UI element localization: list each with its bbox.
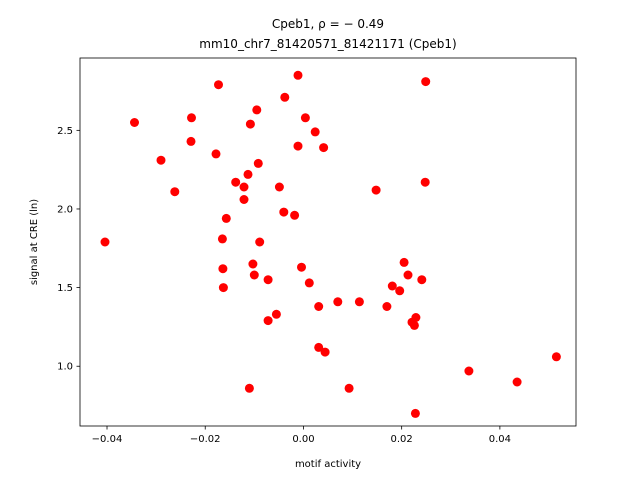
data-point: [156, 155, 166, 165]
data-point: [130, 118, 139, 127]
y-tick-label: 1.5: [57, 283, 73, 294]
data-point: [279, 207, 289, 217]
data-point: [314, 342, 324, 352]
data-point: [371, 185, 381, 195]
data-point: [297, 262, 306, 272]
data-point: [243, 169, 253, 179]
data-point: [319, 143, 329, 153]
data-point: [231, 177, 241, 187]
data-point: [382, 302, 392, 311]
data-point: [410, 408, 420, 418]
data-point: [300, 113, 310, 123]
x-axis-label: motif activity: [295, 459, 361, 470]
data-point: [421, 77, 431, 87]
data-point: [304, 278, 314, 288]
data-point: [249, 270, 259, 280]
data-point: [310, 127, 320, 137]
data-point: [263, 275, 273, 285]
data-point: [245, 119, 255, 129]
chart-title-line2: mm10_chr7_81420571_81421171 (Cpeb1): [199, 37, 456, 51]
y-tick-label: 2.5: [57, 126, 73, 137]
data-point: [411, 313, 421, 322]
data-point: [218, 264, 228, 274]
x-tick-label: 0.00: [292, 434, 314, 445]
x-tick-label: 0.04: [489, 434, 511, 445]
y-tick-label: 2.0: [57, 204, 73, 215]
data-point: [409, 320, 419, 330]
data-point: [271, 309, 281, 319]
data-point: [248, 259, 258, 269]
data-point: [214, 80, 223, 90]
data-point: [217, 234, 227, 244]
data-point: [320, 347, 330, 357]
data-point: [395, 286, 405, 296]
data-point: [100, 237, 110, 247]
points-layer: [100, 70, 561, 418]
y-tick-label: 1.0: [57, 362, 73, 373]
data-point: [333, 297, 343, 307]
data-point: [239, 182, 249, 192]
data-point: [187, 113, 196, 123]
data-point: [512, 377, 522, 387]
data-point: [420, 177, 430, 187]
x-axis-ticks: −0.04 −0.02 0.00 0.02 0.04: [92, 426, 511, 445]
data-point: [239, 195, 249, 204]
data-point: [344, 383, 354, 393]
data-point: [263, 316, 273, 326]
data-point: [280, 92, 290, 102]
data-point: [290, 210, 300, 220]
data-point: [399, 257, 409, 267]
data-point: [218, 283, 228, 293]
data-point: [170, 187, 180, 197]
x-tick-label: −0.04: [92, 434, 123, 445]
chart-title-line1: Cpeb1, ρ = − 0.49: [272, 17, 384, 31]
x-tick-label: −0.02: [190, 434, 221, 445]
data-point: [403, 270, 413, 280]
x-tick-label: 0.02: [391, 434, 413, 445]
data-point: [274, 182, 284, 192]
y-axis-ticks: 1.0 1.5 2.0 2.5: [57, 126, 80, 373]
data-point: [314, 302, 324, 311]
data-point: [255, 237, 265, 247]
data-point: [221, 213, 231, 223]
data-point: [293, 141, 303, 151]
data-point: [417, 275, 427, 285]
plot-frame: [79, 57, 577, 427]
y-axis-label: signal at CRE (ln): [29, 199, 40, 285]
data-point: [293, 70, 303, 80]
data-point: [186, 136, 196, 146]
data-point: [253, 158, 263, 168]
data-point: [551, 352, 561, 362]
data-point: [252, 105, 262, 115]
data-point: [354, 297, 364, 307]
data-point: [387, 281, 397, 291]
data-point: [211, 149, 221, 159]
data-point: [464, 366, 474, 376]
data-point: [244, 383, 254, 393]
